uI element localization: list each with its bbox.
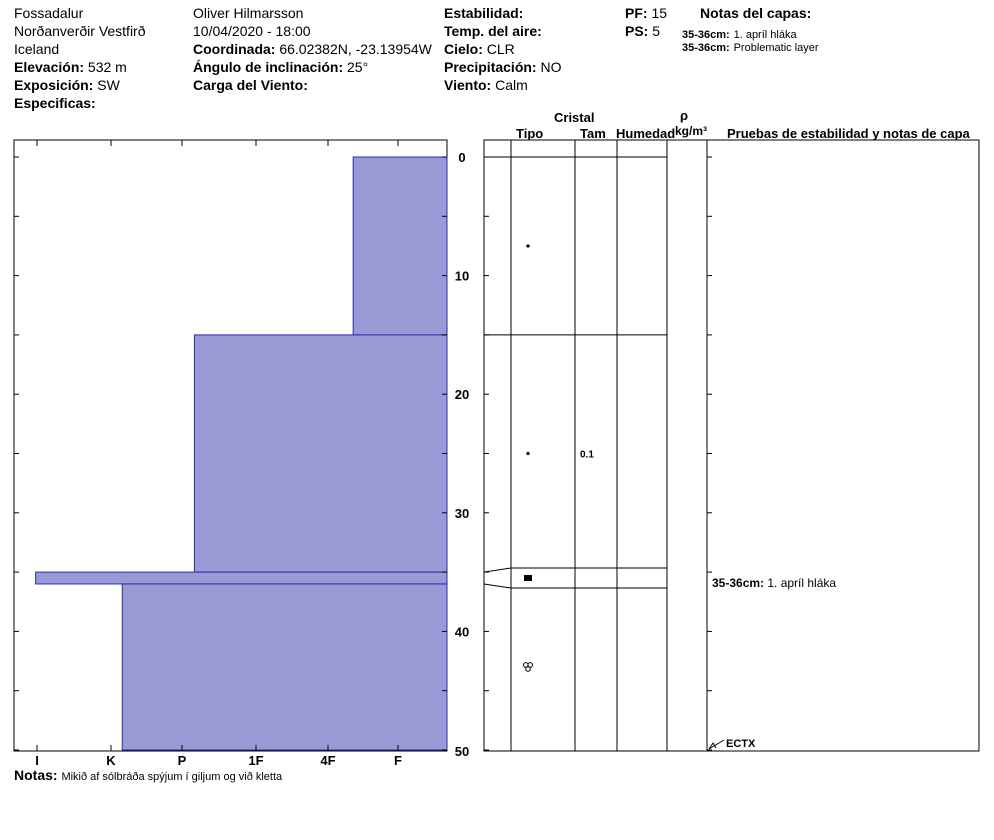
pf-value: 15: [651, 5, 668, 21]
precip-row: Precipitación: NO: [444, 58, 561, 76]
depth-tick-label: 0: [458, 150, 465, 165]
hardness-tick-label: P: [178, 753, 187, 768]
layer-boundary: [483, 567, 512, 573]
notes-label: Notas:: [14, 767, 58, 783]
wind-value: Calm: [495, 77, 528, 93]
sky-value: CLR: [486, 41, 515, 57]
precip-value: NO: [540, 59, 562, 75]
layer-note-range: 35-36cm:: [682, 42, 730, 54]
hardness-tick-label: I: [35, 753, 39, 768]
grid-frame: [483, 139, 980, 752]
hardness-tick-label: K: [106, 753, 116, 768]
pf-label: PF:: [625, 5, 648, 21]
country-name: Iceland: [14, 41, 60, 57]
grain-size-value: 0.1: [580, 450, 594, 461]
hardness-chart: I K P 1F 4F F 0 10 20 30 40 50: [13, 139, 469, 768]
region-name: Norðanverðir Vestfirð: [14, 23, 146, 39]
ps-row: PS: 5: [625, 22, 660, 40]
depth-tick-label: 20: [455, 387, 469, 402]
hardness-tick-label: 1F: [248, 753, 263, 768]
col-density-unit: kg/m³: [675, 124, 708, 138]
sky-label: Cielo:: [444, 41, 483, 57]
slope-row: Ángulo de inclinación: 25°: [193, 58, 368, 76]
test-result-label: ECTX: [726, 738, 756, 750]
col-size: Tam: [580, 126, 606, 141]
hardness-layer-bar: [352, 156, 448, 336]
depth-tick-label: 50: [455, 744, 469, 759]
coordinate-row: Coordinada: 66.02382N, -23.13954W: [193, 40, 432, 58]
col-type: Tipo: [516, 126, 544, 141]
grain-type-dot: [526, 451, 530, 456]
ps-label: PS:: [625, 23, 649, 39]
layer-annotation-range: 35-36cm:: [712, 576, 764, 590]
elevation-row: Elevación: 532 m: [14, 58, 127, 76]
wind-load-label: Carga del Viento:: [193, 77, 308, 93]
hardness-tick-label: F: [394, 753, 402, 768]
col-tests: Pruebas de estabilidad y notas de capa: [727, 126, 970, 141]
layer-boundary: [483, 583, 512, 589]
aspect-label: Exposición:: [14, 77, 94, 93]
layer-note-text: Problematic layer: [733, 42, 819, 54]
layer-annotation: 35-36cm: 1. apríl hláka: [712, 576, 836, 590]
slope-label: Ángulo de inclinación:: [193, 59, 344, 75]
layer-note-item: 35-36cm: 1. apríl hláka: [682, 24, 797, 42]
hardness-layer-bar: [35, 571, 448, 585]
pf-row: PF: 15: [625, 4, 667, 22]
test-result-arrowhead: [708, 742, 717, 750]
layer-annotation-text: 1. apríl hláka: [764, 576, 836, 590]
aspect-row: Exposición: SW: [14, 76, 120, 94]
observation-datetime: 10/04/2020 - 18:00: [193, 23, 311, 39]
hardness-layer-bar: [193, 334, 448, 573]
test-result-arrow: [708, 739, 725, 750]
col-rho: ρ: [680, 108, 689, 123]
col-crystal: Cristal: [554, 110, 595, 125]
slope-value: 25°: [347, 59, 369, 75]
ps-value: 5: [652, 23, 661, 39]
stability-label: Estabilidad:: [444, 5, 524, 21]
grain-type-dot: [526, 244, 530, 248]
col-moisture: Humedad: [616, 126, 676, 141]
coordinate-label: Coordinada:: [193, 41, 276, 57]
sky-row: Cielo: CLR: [444, 40, 515, 58]
layer-notes-title: Notas del capas:: [700, 5, 812, 21]
notes-text: Mikið af sólbráða spýjum í giljum og við…: [61, 771, 283, 783]
hardness-tick-label: 4F: [320, 753, 335, 768]
layer-note-range: 35-36cm:: [682, 29, 730, 41]
elevation-label: Elevación:: [14, 59, 85, 75]
hardness-layer-bar: [121, 583, 448, 751]
elevation-value: 532 m: [87, 59, 127, 75]
layer-note-text: 1. apríl hláka: [733, 29, 797, 41]
depth-tick-label: 40: [455, 624, 469, 639]
precip-label: Precipitación:: [444, 59, 537, 75]
grain-type-melt-freeze: [525, 666, 531, 672]
coordinate-value: 66.02382N, -23.13954W: [279, 41, 432, 57]
grain-type-square: [524, 575, 532, 581]
aspect-value: SW: [97, 77, 120, 93]
depth-tick-label: 30: [455, 506, 469, 521]
wind-label: Viento:: [444, 77, 492, 93]
notes-row: Notas: Mikið af sólbráða spýjum í giljum…: [14, 766, 282, 784]
location-name: Fossadalur: [14, 5, 84, 21]
layer-note-item: 35-36cm: Problematic layer: [682, 37, 819, 55]
depth-tick-label: 10: [455, 269, 469, 284]
layer-grid: 0.1 35-36cm: 1. apríl hláka ECTX: [483, 139, 980, 752]
observer-name: Oliver Hilmarsson: [193, 5, 304, 21]
specifics-label: Especificas:: [14, 95, 96, 111]
wind-row: Viento: Calm: [444, 76, 528, 94]
air-temp-label: Temp. del aire:: [444, 23, 542, 39]
